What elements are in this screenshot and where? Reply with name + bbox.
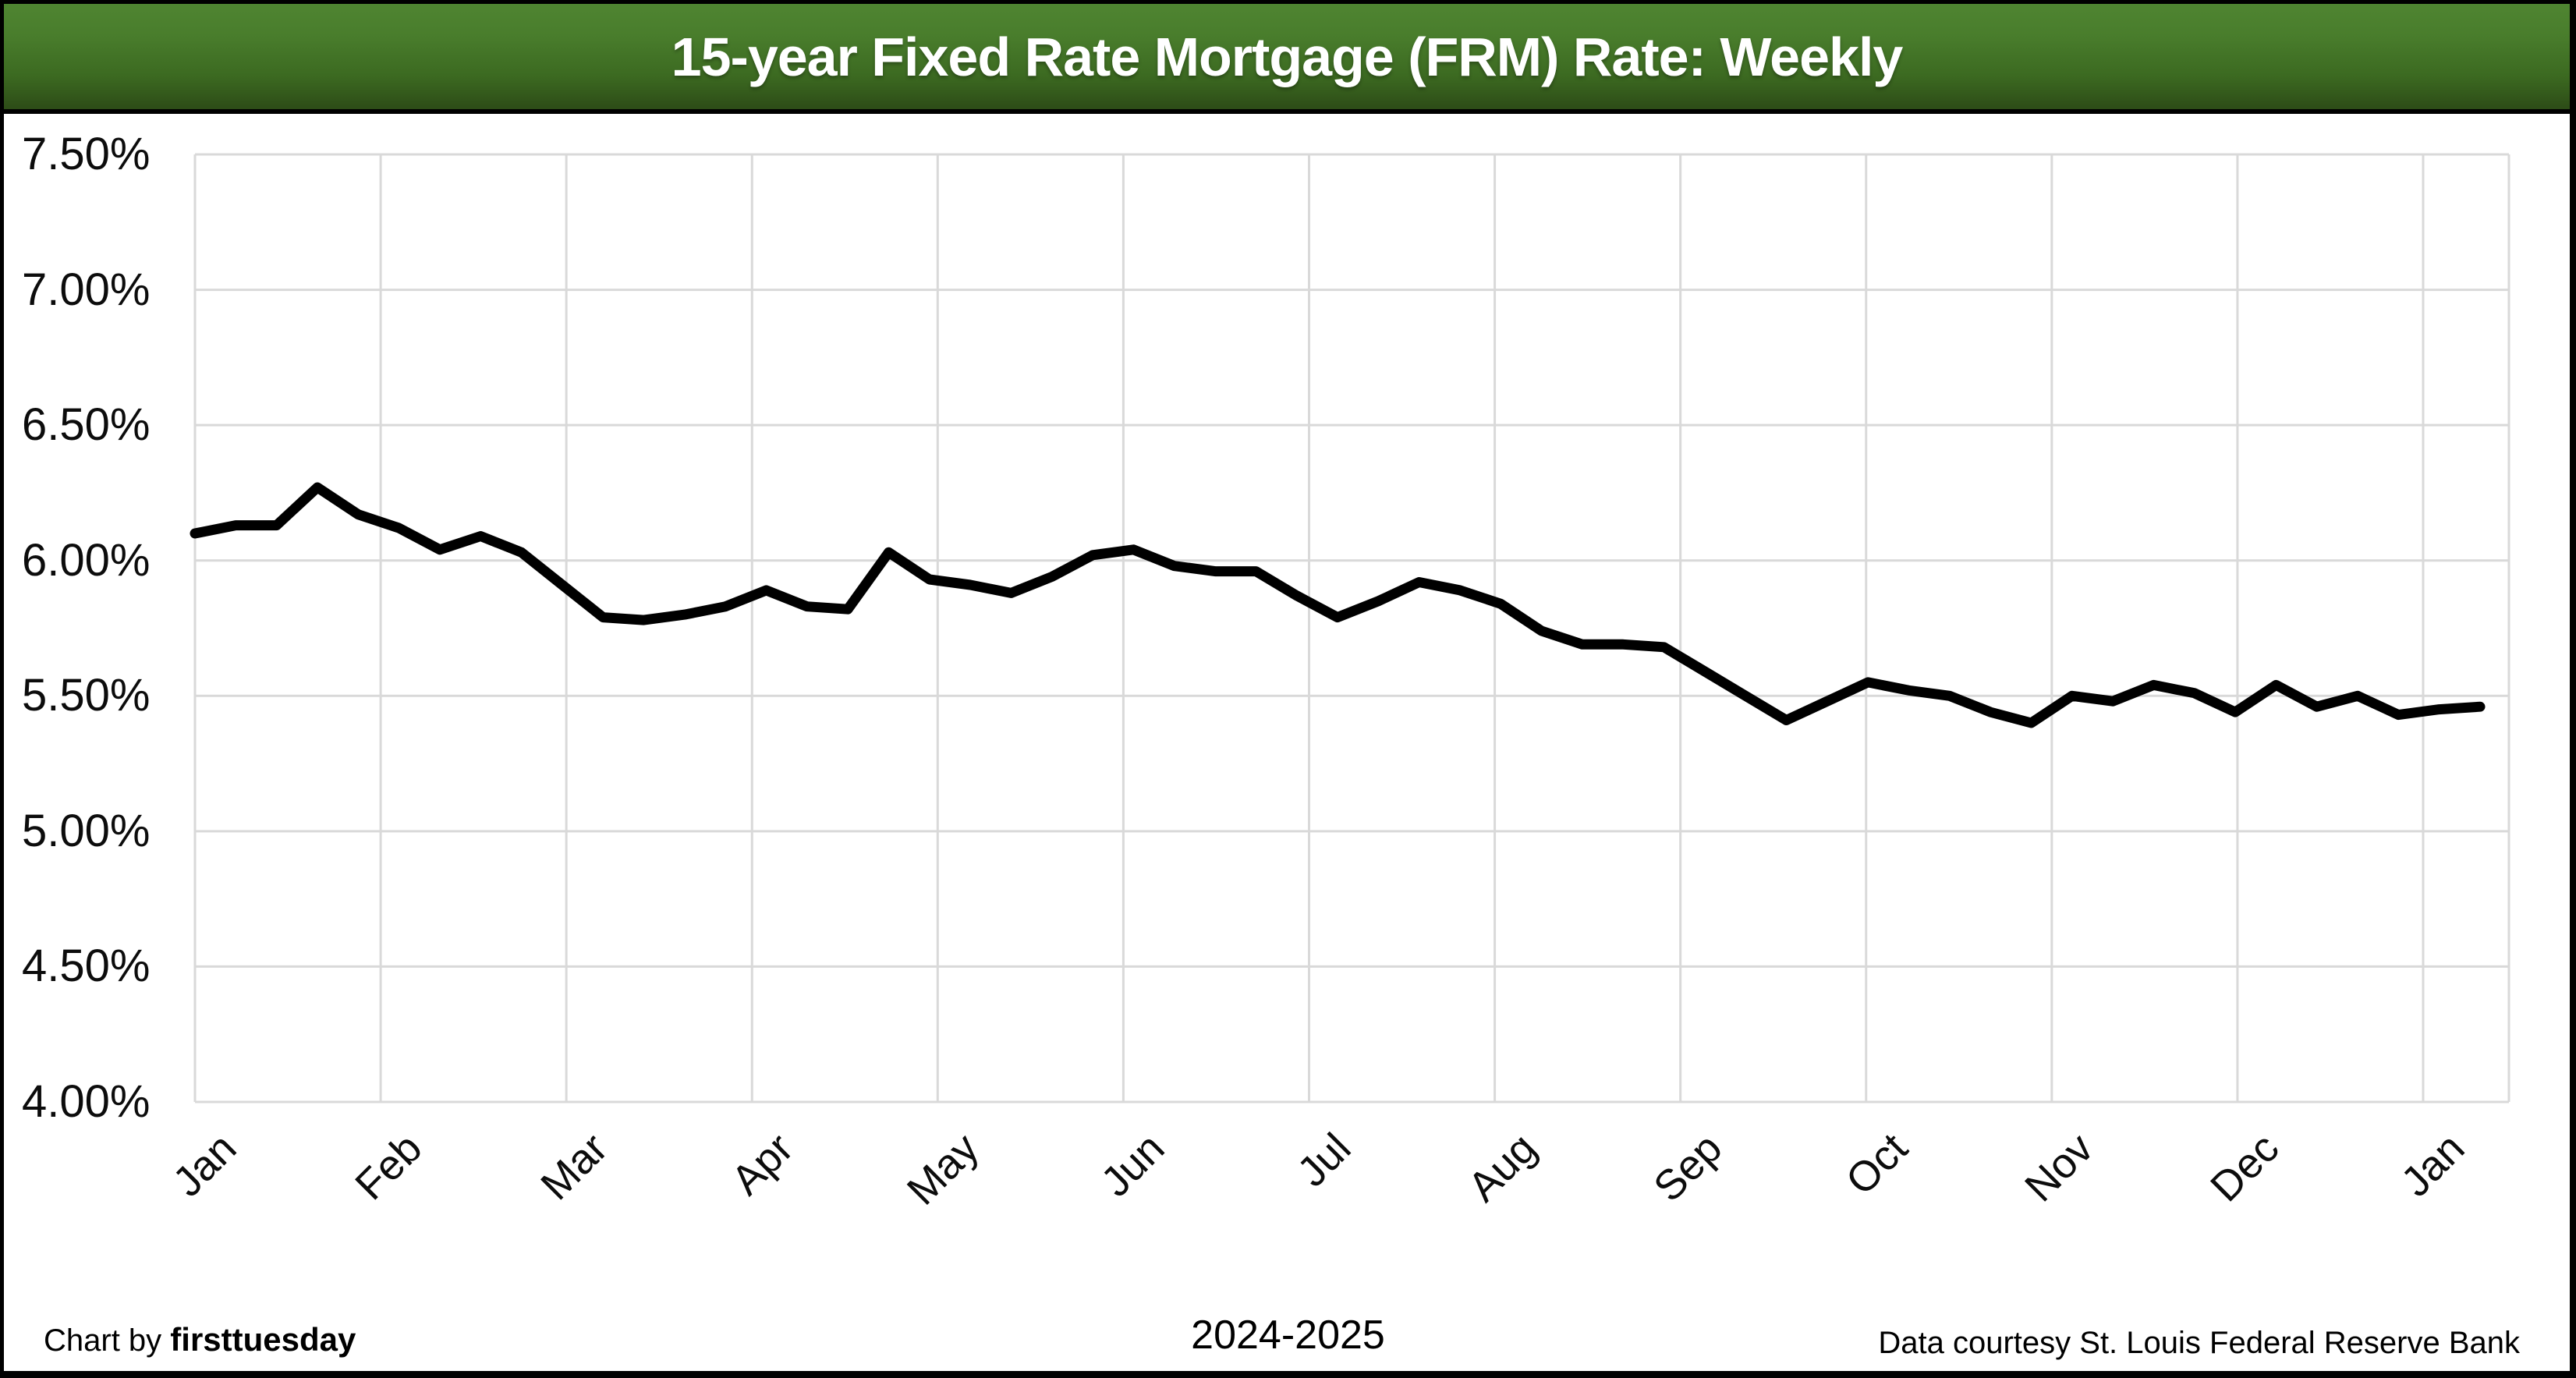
y-axis-tick-label: 7.50%: [22, 129, 151, 179]
chart-title: 15-year Fixed Rate Mortgage (FRM) Rate: …: [671, 26, 1904, 87]
y-axis-tick-label: 7.00%: [22, 264, 151, 315]
y-axis-tick-label: 4.00%: [22, 1076, 151, 1127]
chart-title-bar: 15-year Fixed Rate Mortgage (FRM) Rate: …: [4, 4, 2570, 114]
y-axis-tick-label: 5.00%: [22, 805, 151, 856]
frm-rate-line: [190, 482, 2486, 728]
chart-credit: Chart by firsttuesday: [44, 1321, 356, 1359]
chart-credit-prefix: Chart by: [44, 1323, 171, 1358]
data-source-note: Data courtesy St. Louis Federal Reserve …: [1878, 1326, 2520, 1360]
y-axis-tick-label: 4.50%: [22, 941, 151, 992]
y-axis-tick-label: 6.50%: [22, 399, 151, 451]
y-axis-tick-label: 5.50%: [22, 670, 151, 721]
y-axis-tick-label: 6.00%: [22, 534, 151, 586]
period-label: 2024-2025: [1191, 1312, 1385, 1358]
chart-credit-brand: firsttuesday: [170, 1321, 356, 1358]
